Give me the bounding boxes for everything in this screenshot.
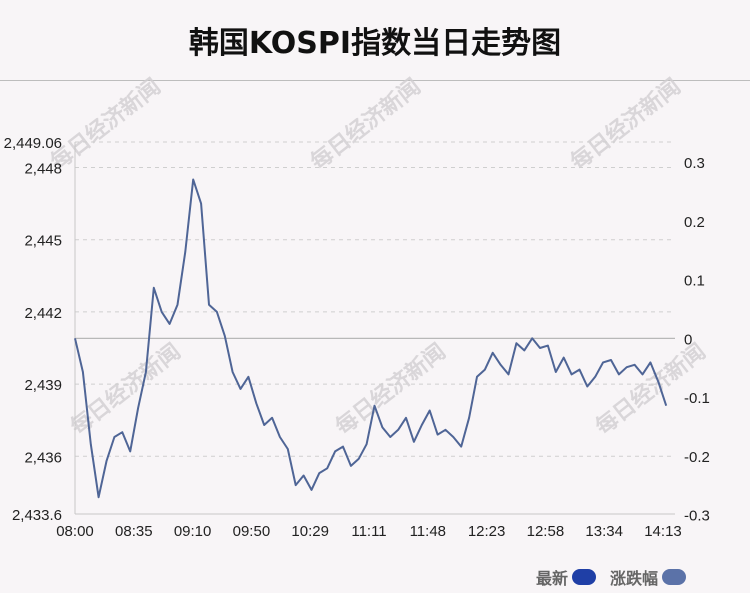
watermark-5: 每日经济新闻 xyxy=(331,339,451,441)
x-tick-label: 08:35 xyxy=(115,523,153,540)
legend-label-latest: 最新 xyxy=(535,571,568,588)
chart-title: 韩国KOSPI指数当日走势图 xyxy=(188,26,562,61)
x-tick-label: 14:13 xyxy=(644,523,682,540)
y-left-tick-label: 2,433.6 xyxy=(12,507,62,524)
y-right-tick-label: -0.2 xyxy=(684,449,710,466)
watermark-4: 每日经济新闻 xyxy=(66,339,186,441)
x-tick-label: 12:58 xyxy=(527,523,565,540)
series-line-1 xyxy=(74,178,668,499)
watermark-3: 每日经济新闻 xyxy=(566,74,686,176)
y-right-tick-label: 0.2 xyxy=(684,214,705,231)
y-right-tick-label: -0.3 xyxy=(684,508,710,525)
x-tick-label: 09:50 xyxy=(233,523,271,540)
y-left-tick-label: 2,448 xyxy=(24,161,62,178)
y-left-tick-label: 2,445 xyxy=(24,233,62,250)
legend-swatch-change xyxy=(662,569,686,585)
watermark-1: 每日经济新闻 xyxy=(46,74,166,176)
x-tick-label: 11:11 xyxy=(351,523,386,540)
series-layer xyxy=(74,178,668,499)
axes xyxy=(74,142,675,515)
y-left-tick-label: 2,449.06 xyxy=(4,135,62,152)
y-right-tick-label: 0 xyxy=(684,331,692,348)
y-left-tick-label: 2,439 xyxy=(24,377,62,394)
x-tick-label: 11:48 xyxy=(410,523,446,540)
x-tick-label: 12:23 xyxy=(468,523,506,540)
title-divider xyxy=(0,80,750,81)
x-tick-label: 08:00 xyxy=(56,523,94,540)
x-tick-label: 13:34 xyxy=(585,523,623,540)
x-tick-label: 10:29 xyxy=(291,523,329,540)
y-right-tick-label: -0.1 xyxy=(684,390,710,407)
legend: 最新 涨跌幅 xyxy=(536,565,686,589)
y-right-tick-label: 0.1 xyxy=(684,273,705,290)
tick-labels: 2,449.06 2,448 2,445 2,442 2,439 2,436 2,433.6… xyxy=(4,135,710,540)
legend-item-latest[interactable]: 最新 xyxy=(536,565,596,589)
grid-lines xyxy=(75,141,675,515)
legend-label-change: 涨跌幅 xyxy=(609,571,658,588)
legend-swatch-latest xyxy=(571,569,596,585)
legend-item-change[interactable]: 涨跌幅 xyxy=(610,565,686,589)
y-left-tick-label: 2,442 xyxy=(24,305,62,322)
y-left-tick-label: 2,436 xyxy=(24,449,62,466)
watermark-2: 每日经济新闻 xyxy=(306,74,426,176)
y-right-tick-label: 0.3 xyxy=(684,155,705,172)
x-tick-label: 09:10 xyxy=(174,523,212,540)
